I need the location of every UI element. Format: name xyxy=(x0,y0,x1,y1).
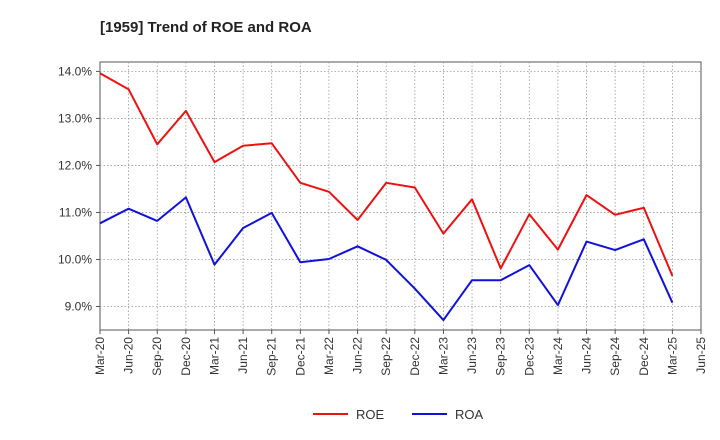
x-tick-label: Jun-20 xyxy=(122,337,136,374)
x-tick-label: Dec-22 xyxy=(408,337,422,376)
x-tick-label: Sep-20 xyxy=(150,337,164,376)
y-axis-ticks: 9.0% 10.0% 11.0% 12.0% 13.0% 14.0% xyxy=(58,64,100,313)
plot-area xyxy=(99,61,702,331)
plot-frame xyxy=(99,61,702,331)
x-tick-label: Sep-23 xyxy=(494,337,508,376)
chart-title: [1959] Trend of ROE and ROA xyxy=(100,19,312,36)
legend-label-roa: ROA xyxy=(455,407,484,422)
y-tick-label: 10.0% xyxy=(58,252,92,266)
series-line-roe xyxy=(99,72,674,277)
x-tick-label: Sep-21 xyxy=(265,337,279,376)
legend: ROE ROA xyxy=(313,407,484,422)
x-tick-label: Jun-22 xyxy=(351,337,365,374)
x-tick-label: Mar-25 xyxy=(665,337,679,375)
x-tick-label: Dec-23 xyxy=(522,337,536,376)
series-lines xyxy=(99,72,674,322)
y-tick-label: 13.0% xyxy=(58,111,92,125)
x-tick-label: Mar-23 xyxy=(436,337,450,375)
y-tick-label: 11.0% xyxy=(59,205,92,219)
x-tick-label: Sep-24 xyxy=(608,337,622,376)
y-tick-label: 12.0% xyxy=(58,158,92,172)
y-tick-label: 9.0% xyxy=(65,299,93,313)
x-tick-label: Dec-21 xyxy=(293,337,307,376)
x-tick-label: Dec-24 xyxy=(637,337,651,376)
x-tick-label: Mar-24 xyxy=(551,337,565,375)
x-tick-label: Jun-21 xyxy=(236,337,250,374)
x-tick-label: Mar-21 xyxy=(207,337,221,375)
x-tick-label: Jun-24 xyxy=(580,337,594,374)
x-tick-label: Jun-25 xyxy=(694,337,708,374)
x-tick-label: Dec-20 xyxy=(179,337,193,376)
x-tick-label: Mar-22 xyxy=(322,337,336,375)
x-axis-ticks: Mar-20 Jun-20 Sep-20 Dec-20 Mar-21 Jun-21 Sep-… xyxy=(93,330,708,376)
x-tick-label: Sep-22 xyxy=(379,337,393,376)
x-tick-label: Jun-23 xyxy=(465,337,479,374)
x-tick-label: Mar-20 xyxy=(93,337,107,375)
y-tick-label: 14.0% xyxy=(58,64,92,78)
legend-label-roe: ROE xyxy=(356,407,385,422)
series-line-roa xyxy=(99,196,674,322)
